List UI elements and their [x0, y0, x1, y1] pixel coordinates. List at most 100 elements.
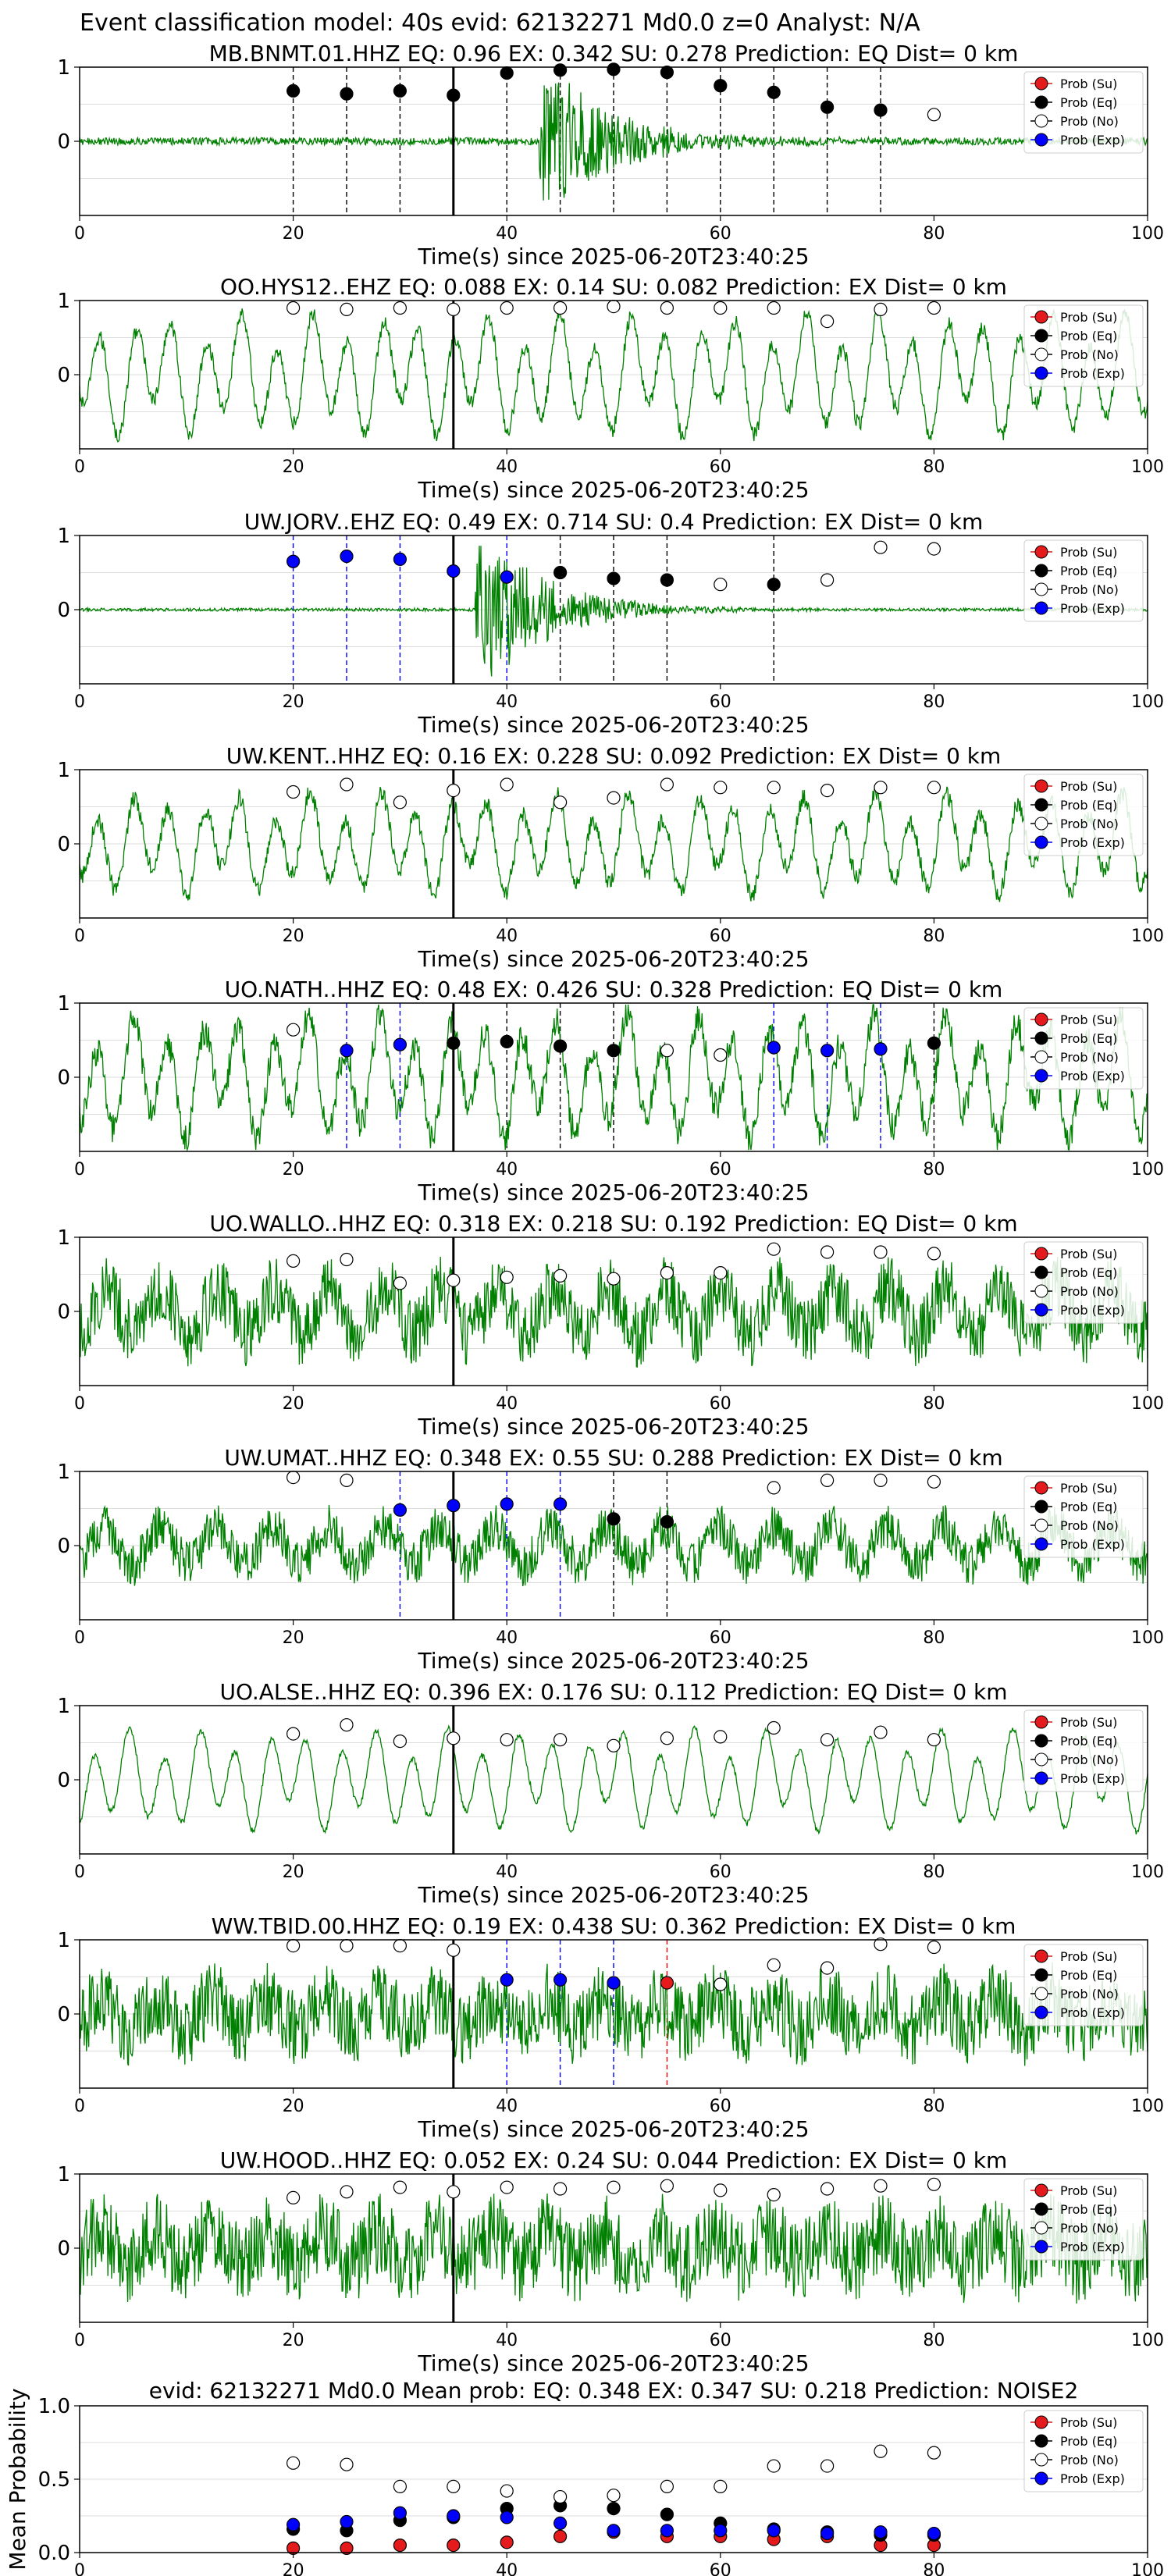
y-tick-label: 0 — [57, 1769, 70, 1792]
legend-marker — [1034, 2471, 1048, 2485]
legend-label: Prob (Eq) — [1060, 1500, 1117, 1514]
prob-marker-no — [820, 1473, 835, 1488]
prob-marker-exp — [393, 552, 408, 567]
prob-marker-eq — [553, 1039, 568, 1053]
legend-label: Prob (Exp) — [1060, 1303, 1125, 1318]
x-tick-label: 20 — [283, 2331, 304, 2350]
legend-marker — [1034, 1752, 1048, 1767]
prob-marker-eq — [660, 573, 674, 587]
x-tick-label: 20 — [283, 457, 304, 477]
prob-marker-exp — [553, 1973, 568, 1987]
prob-marker-no — [927, 781, 941, 795]
prob-marker-eq — [607, 571, 621, 585]
legend-label: Prob (Su) — [1060, 1012, 1117, 1027]
legend-box — [1023, 1944, 1144, 2026]
x-tick-label: 40 — [496, 2331, 518, 2350]
legend-label: Prob (No) — [1060, 114, 1119, 129]
prob-marker-no — [340, 1718, 354, 1732]
prob-marker-no — [553, 1733, 568, 1747]
prob-marker-no — [447, 1943, 461, 1957]
prob-marker-no — [820, 1733, 835, 1747]
prob-marker-no — [447, 302, 461, 316]
legend-label: Prob (Su) — [1060, 1715, 1117, 1730]
legend-marker — [1034, 114, 1048, 128]
legend-marker — [1034, 1968, 1048, 1982]
legend-marker — [1034, 347, 1048, 361]
x-tick-label: 100 — [1131, 927, 1164, 946]
legend-label: Prob (Eq) — [1060, 2202, 1117, 2217]
x-tick-label: 80 — [923, 1160, 945, 1179]
x-tick-label: 40 — [496, 224, 518, 244]
legend-label: Prob (Eq) — [1060, 329, 1117, 343]
prob-marker-no — [820, 783, 835, 798]
legend-box — [1023, 1475, 1144, 1558]
x-tick-label: 60 — [710, 927, 731, 946]
legend-box — [1023, 1007, 1144, 1090]
prob-marker-eq — [447, 1036, 461, 1050]
legend-marker — [1034, 1537, 1048, 1551]
prob-marker-no — [500, 777, 514, 792]
mean-marker-exp — [500, 2510, 514, 2524]
legend-label: Prob (Su) — [1060, 1949, 1117, 1964]
x-tick-label: 60 — [710, 1160, 731, 1179]
legend-marker — [1034, 133, 1048, 147]
x-tick-label: 40 — [496, 927, 518, 946]
mean-marker-eq — [660, 2507, 674, 2521]
waveform-panel-4: UO.NATH..HHZ EQ: 0.48 EX: 0.426 SU: 0.32… — [57, 977, 1164, 1205]
legend-marker — [1034, 2183, 1048, 2197]
prob-marker-eq — [607, 1044, 621, 1058]
prob-marker-eq — [820, 100, 835, 114]
prob-marker-exp — [500, 570, 514, 584]
legend-marker — [1034, 1481, 1048, 1495]
legend-label: Prob (Exp) — [1060, 2005, 1125, 2020]
prob-marker-no — [820, 2182, 835, 2196]
panel-title: UW.KENT..HHZ EQ: 0.16 EX: 0.228 SU: 0.09… — [226, 743, 1002, 769]
prob-marker-exp — [553, 1497, 568, 1511]
legend-marker — [1034, 1734, 1048, 1748]
x-tick-label: 0 — [74, 1628, 85, 1648]
prob-marker-no — [287, 2190, 301, 2204]
legend-label: Prob (Exp) — [1060, 2471, 1125, 2486]
x-tick-label: 100 — [1131, 692, 1164, 712]
prob-marker-no — [607, 2180, 621, 2194]
x-tick-label: 60 — [710, 2331, 731, 2350]
legend-marker — [1034, 2453, 1048, 2467]
prob-marker-no — [340, 1939, 354, 1953]
prob-marker-no — [340, 302, 354, 316]
prob-marker-no — [714, 1730, 728, 1744]
x-tick-label: 80 — [923, 692, 945, 712]
legend-label: Prob (Exp) — [1060, 133, 1125, 148]
legend-label: Prob (Exp) — [1060, 835, 1125, 850]
prob-marker-no — [820, 315, 835, 329]
prob-marker-no — [287, 1939, 301, 1953]
mean-marker-su — [553, 2529, 568, 2543]
mean-marker-exp — [820, 2526, 835, 2541]
x-tick-label: 0 — [74, 2331, 85, 2350]
y-tick-label: 0 — [57, 1300, 70, 1324]
x-tick-label: 40 — [496, 692, 518, 712]
prob-marker-eq — [714, 79, 728, 93]
x-tick-label: 80 — [923, 1863, 945, 1882]
prob-marker-no — [340, 1473, 354, 1488]
mean-marker-exp — [553, 2516, 568, 2530]
legend-label: Prob (Exp) — [1060, 1537, 1125, 1552]
prob-marker-exp — [340, 549, 354, 564]
prob-marker-eq — [607, 1512, 621, 1526]
waveform-trace — [79, 785, 1148, 902]
mean-marker-exp — [714, 2524, 728, 2538]
mean-marker-su — [447, 2539, 461, 2553]
legend-label: Prob (No) — [1060, 2221, 1119, 2236]
legend-marker — [1034, 601, 1048, 615]
prob-marker-exp — [393, 1037, 408, 1051]
y-tick-label: 0 — [57, 1535, 70, 1558]
panel-title: UW.JORV..EHZ EQ: 0.49 EX: 0.714 SU: 0.4 … — [244, 509, 984, 535]
legend-box — [1023, 1241, 1144, 1324]
x-tick-label: 100 — [1131, 2331, 1164, 2350]
prob-marker-eq — [500, 66, 514, 80]
mean-marker-no — [607, 2489, 621, 2503]
prob-marker-no — [393, 795, 408, 809]
panel-title: UW.UMAT..HHZ EQ: 0.348 EX: 0.55 SU: 0.28… — [224, 1445, 1002, 1471]
x-tick-label: 0 — [74, 1160, 85, 1179]
legend-label: Prob (No) — [1060, 1050, 1119, 1065]
x-tick-label: 40 — [496, 2561, 518, 2576]
